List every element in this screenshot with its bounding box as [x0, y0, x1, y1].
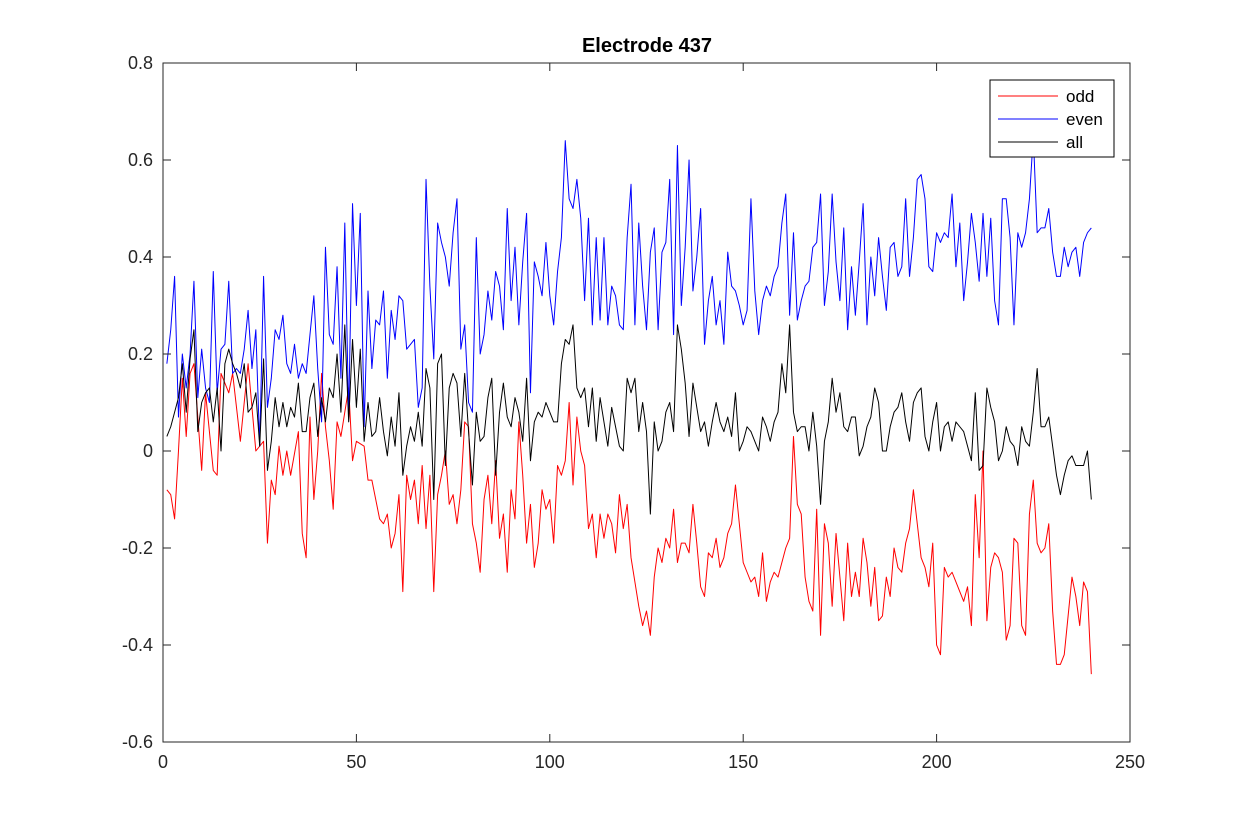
series-line-odd: [166, 363, 1092, 675]
series-line-even: [166, 135, 1092, 447]
y-tick-label: 0: [143, 441, 153, 461]
x-tick-label: 50: [346, 752, 366, 772]
legend: odd even all: [989, 79, 1115, 158]
y-tick-label: -0.6: [122, 732, 153, 752]
series-line-all: [166, 324, 1092, 515]
legend-label-all: all: [1066, 133, 1083, 152]
x-tick-label: 100: [535, 752, 565, 772]
axes-box: [162, 62, 1131, 743]
x-tick-label: 150: [728, 752, 758, 772]
legend-label-even: even: [1066, 110, 1103, 129]
legend-label-odd: odd: [1066, 87, 1094, 106]
y-tick-label: 0.8: [128, 53, 153, 73]
plot-area: 0 50 100 150 200 250 -0.6 -0.4 -0.2 0 0.2 0.4 0.6 0.8: [122, 53, 1145, 772]
x-tick-label: 0: [158, 752, 168, 772]
x-tick-label: 200: [922, 752, 952, 772]
axis-ticks: 0 50 100 150 200 250 -0.6 -0.4 -0.2 0 0.2 0.4 0.6 0.8: [122, 53, 1145, 772]
y-tick-label: 0.6: [128, 150, 153, 170]
y-tick-label: 0.4: [128, 247, 153, 267]
y-tick-label: 0.2: [128, 344, 153, 364]
y-tick-label: -0.2: [122, 538, 153, 558]
chart-title: Electrode 437: [582, 35, 712, 57]
x-tick-label: 250: [1115, 752, 1145, 772]
y-tick-label: -0.4: [122, 635, 153, 655]
series-lines: [166, 135, 1092, 675]
